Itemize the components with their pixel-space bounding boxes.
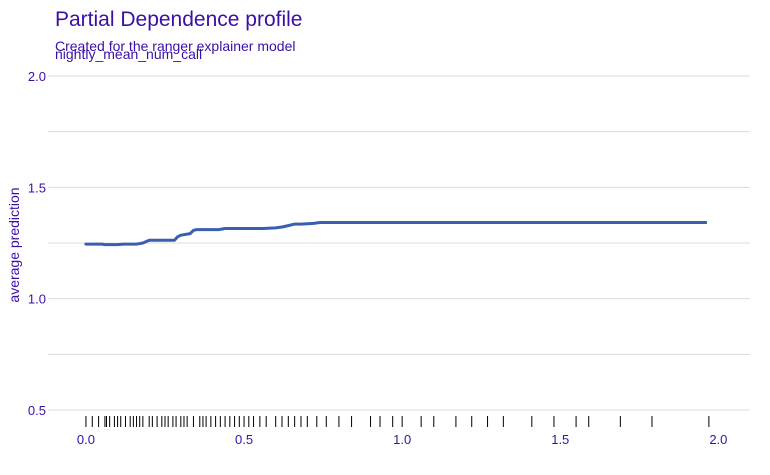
- y-tick-label: 0.5: [28, 403, 46, 418]
- rug-ticks: [85, 416, 710, 427]
- x-tick-label: 2.0: [709, 432, 727, 447]
- series: [84, 221, 708, 247]
- y-tick-label: 1.0: [28, 292, 46, 307]
- x-tick-labels: 0.0 0.5 1.0 1.5 2.0: [77, 432, 728, 447]
- y-tick-label: 2.0: [28, 69, 46, 84]
- chart-title: Partial Dependence profile: [55, 8, 303, 31]
- y-tick-labels: 0.5 1.0 1.5 2.0: [28, 69, 46, 418]
- x-tick-label: 1.5: [551, 432, 569, 447]
- y-tick-label: 1.5: [28, 180, 46, 195]
- panel-label: nightly_mean_num_call: [55, 46, 202, 62]
- profile-line: [84, 221, 708, 247]
- x-tick-label: 0.0: [77, 432, 95, 447]
- x-tick-label: 0.5: [235, 432, 253, 447]
- chart-subtitle: Created for the ranger explainer model: [55, 38, 295, 54]
- x-tick-label: 1.0: [393, 432, 411, 447]
- y-axis-title: average prediction: [6, 187, 22, 302]
- grid: [48, 75, 750, 411]
